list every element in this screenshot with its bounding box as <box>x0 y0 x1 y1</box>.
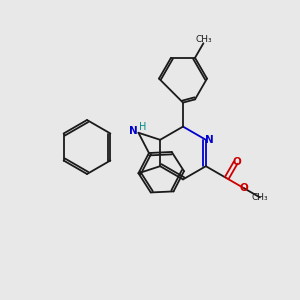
Text: CH₃: CH₃ <box>195 35 212 44</box>
Text: O: O <box>240 183 249 194</box>
Text: H: H <box>139 122 146 132</box>
Text: N: N <box>129 126 137 136</box>
Text: O: O <box>233 157 242 167</box>
Text: CH₃: CH₃ <box>252 193 268 202</box>
Text: N: N <box>205 135 214 145</box>
